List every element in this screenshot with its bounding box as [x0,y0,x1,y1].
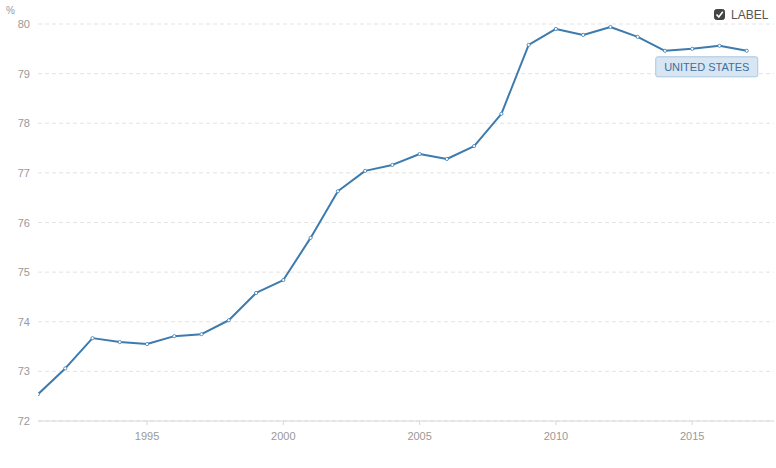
x-tick [283,421,284,425]
series-marker [609,25,612,28]
series-marker [527,43,530,46]
x-axis-line [38,421,774,422]
y-tick-label: 75 [18,266,30,278]
checkbox-label: LABEL [731,8,769,22]
x-tick-label: 2005 [407,430,431,442]
y-tick-label: 80 [18,18,30,30]
series-marker [554,27,557,30]
series-label: UNITED STATES [664,61,749,73]
series-marker [663,49,666,52]
y-tick-label: 77 [18,167,30,179]
y-tick-label: 72 [18,415,30,427]
chart-root: 72 73 74 75 76 77 78 79 80 1995 2000 2005 2010 2015% U… [0,0,776,468]
series-marker [582,33,585,36]
y-axis-label: % [6,5,15,16]
grid-line [38,123,774,124]
y-tick-label: 73 [18,365,30,377]
x-tick-label: 2000 [271,430,295,442]
chart-svg: 72 73 74 75 76 77 78 79 80 1995 2000 2005 2010 2015% U… [0,0,776,468]
series-marker [391,163,394,166]
plot-area [38,25,748,395]
grid-line [38,272,774,273]
series-marker [91,337,94,340]
series-marker [691,47,694,50]
label-checkbox[interactable] [715,10,725,20]
series-marker [145,342,148,345]
x-tick-label: 2010 [544,430,568,442]
series-marker [64,367,67,370]
series-marker [745,49,748,52]
series-marker [173,335,176,338]
y-tick-label: 79 [18,68,30,80]
x-tick [692,421,693,425]
grid-line [38,321,774,322]
grid-line [38,172,774,173]
series-marker [418,152,421,155]
series-marker [227,319,230,322]
series-marker [336,190,339,193]
series-marker [445,157,448,160]
checkbox-check [717,12,723,17]
x-tick-label: 2015 [680,430,704,442]
x-tick-label: 1995 [135,430,159,442]
series-marker [200,333,203,336]
y-tick-label: 76 [18,217,30,229]
series-line [38,27,747,394]
series-marker [636,35,639,38]
y-tick-label: 78 [18,117,30,129]
y-tick-label: 74 [18,316,30,328]
grid-line [38,222,774,223]
grid-line [38,24,774,25]
series-marker [118,340,121,343]
series-label-box [656,57,758,77]
series-marker [38,393,40,396]
series-marker [500,112,503,115]
series-marker [282,278,285,281]
series-marker [309,236,312,239]
x-tick [147,421,148,425]
grid-line [38,371,774,372]
grid-line [38,421,774,422]
series-marker [254,291,257,294]
series-marker [473,144,476,147]
series-marker [718,44,721,47]
x-tick [419,421,420,425]
x-tick [555,421,556,425]
series-marker [364,169,367,172]
